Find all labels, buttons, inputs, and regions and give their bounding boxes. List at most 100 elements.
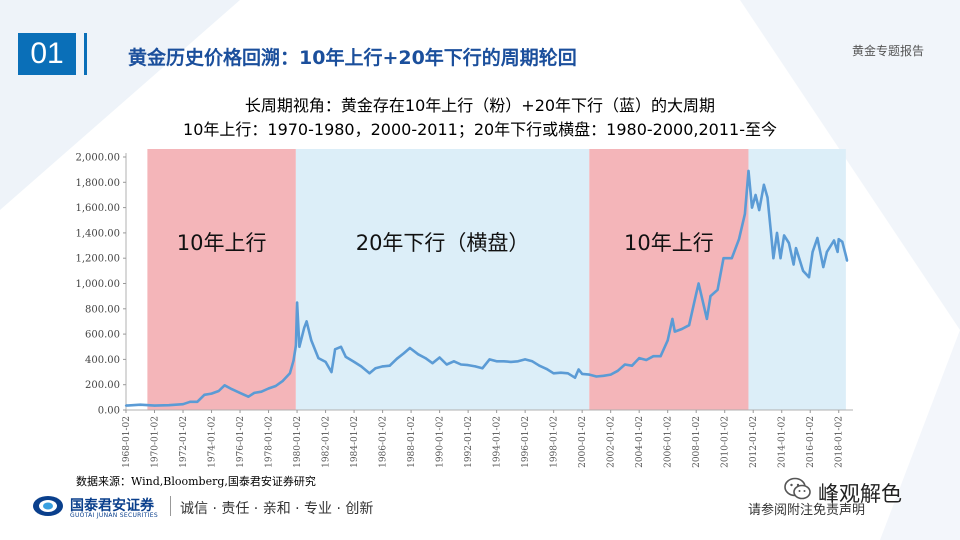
y-tick-label: 0.00 [98, 406, 120, 417]
gold-price-point [431, 362, 434, 365]
gold-price-point [588, 373, 591, 376]
gold-price-point [779, 257, 782, 260]
gold-price-point [743, 212, 747, 216]
gold-price-point [217, 389, 220, 393]
gold-price-point [695, 292, 698, 295]
company-motto: 诚信 · 责任 · 亲和 · 专业 · 创新 [180, 501, 374, 517]
gold-price-point [488, 358, 491, 361]
gold-price-point [247, 395, 250, 398]
gold-price-point [339, 345, 343, 348]
x-tick-label: 1976-01-02 [236, 416, 246, 468]
x-tick-label: 1982-01-02 [322, 416, 332, 468]
gold-price-point [775, 231, 779, 234]
gold-price-point [666, 339, 669, 342]
band-label: 10年上行 [177, 231, 267, 255]
gold-price-point [836, 250, 839, 253]
y-tick-label: 400.00 [85, 355, 120, 366]
x-tick-label: 2016-01-02 [806, 416, 816, 468]
gold-price-point [281, 379, 284, 383]
gold-price-point [417, 353, 420, 356]
y-tick-label: 800.00 [85, 304, 120, 315]
cycle-band-down [295, 149, 590, 410]
x-tick-label: 2002-01-02 [607, 416, 617, 468]
gold-price-point [288, 372, 292, 375]
gold-price-point [467, 363, 470, 367]
gold-price-point [645, 358, 648, 362]
gold-price-point [374, 367, 377, 370]
wechat-watermark: 峰观解色 [818, 482, 902, 506]
x-tick-label: 1968-01-02 [122, 416, 132, 468]
gold-price-point [495, 360, 498, 363]
gold-price-point [210, 392, 213, 395]
gold-price-point [616, 369, 619, 372]
x-tick-label: 2008-01-02 [692, 416, 702, 468]
gold-price-point [816, 236, 819, 240]
gold-price-point [368, 372, 371, 375]
gold-price-point [802, 269, 805, 272]
gold-price-point [609, 373, 612, 376]
x-tick-label: 1970-01-02 [151, 416, 161, 468]
gold-price-point [408, 346, 412, 350]
gold-price-point [811, 250, 814, 253]
gold-price-point [716, 288, 719, 291]
y-tick-label: 600.00 [85, 330, 120, 341]
gold-price-point [687, 324, 691, 327]
gold-price-point [516, 360, 520, 363]
y-tick-label: 1,000.00 [75, 279, 120, 290]
gold-price-point [737, 238, 741, 241]
band-label: 10年上行 [624, 231, 714, 255]
slide-title: 黄金历史价格回溯：10年上行+20年下行的周期轮回 [128, 47, 577, 69]
x-tick-label: 2018-01-02 [835, 416, 845, 468]
gold-price-point [274, 384, 277, 388]
gold-price-point [552, 372, 555, 375]
gold-price-point [680, 327, 684, 331]
footer-divider [170, 496, 171, 516]
gold-price-point [769, 231, 773, 234]
gold-price-point [330, 370, 333, 374]
x-tick-label: 2014-01-02 [778, 416, 788, 468]
gold-price-point [750, 206, 754, 209]
gold-price-point [124, 404, 128, 407]
gold-price-point [189, 400, 192, 403]
gold-price-point [754, 193, 757, 197]
x-tick-label: 1986-01-02 [379, 416, 389, 468]
report-tag: 黄金专题报告 [851, 44, 924, 58]
gold-price-point [153, 404, 156, 407]
gold-price-point [395, 357, 398, 360]
gold-price-point [772, 257, 775, 260]
x-tick-label: 2006-01-02 [664, 416, 674, 468]
gold-price-point [352, 360, 356, 364]
y-tick-label: 2,000.00 [75, 153, 120, 164]
gold-price-point [730, 257, 733, 260]
gold-price-point [203, 393, 206, 396]
gold-price-point [230, 388, 233, 391]
guotai-junan-logo-icon [33, 496, 63, 516]
data-source-note: 数据来源：Wind,Bloomberg,国泰君安证券研究 [76, 475, 316, 488]
gold-price-point [294, 344, 297, 347]
gold-price-point [502, 360, 505, 363]
gold-price-point [333, 348, 337, 351]
gold-price-point [360, 365, 363, 368]
gold-price-point [709, 295, 712, 298]
gold-price-point [705, 317, 708, 321]
gold-price-point [697, 282, 700, 285]
x-tick-label: 2000-01-02 [578, 416, 588, 468]
gold-price-point [452, 360, 455, 363]
x-tick-label: 1972-01-02 [179, 416, 189, 468]
gold-price-point [623, 363, 627, 366]
gold-price-point [531, 360, 534, 363]
gold-price-point [652, 355, 655, 358]
gold-price-point [267, 387, 270, 390]
gold-price-point [524, 358, 527, 361]
gold-price-point [424, 357, 427, 360]
gold-price-point [445, 363, 448, 366]
y-tick-label: 1,600.00 [75, 203, 120, 214]
x-tick-label: 1990-01-02 [436, 416, 446, 468]
gold-price-point [292, 359, 295, 362]
gold-price-point [305, 320, 308, 323]
gold-price-point [822, 265, 825, 269]
gold-price-point [841, 240, 844, 243]
gold-price-point [747, 169, 750, 173]
gold-price-point [295, 301, 299, 304]
